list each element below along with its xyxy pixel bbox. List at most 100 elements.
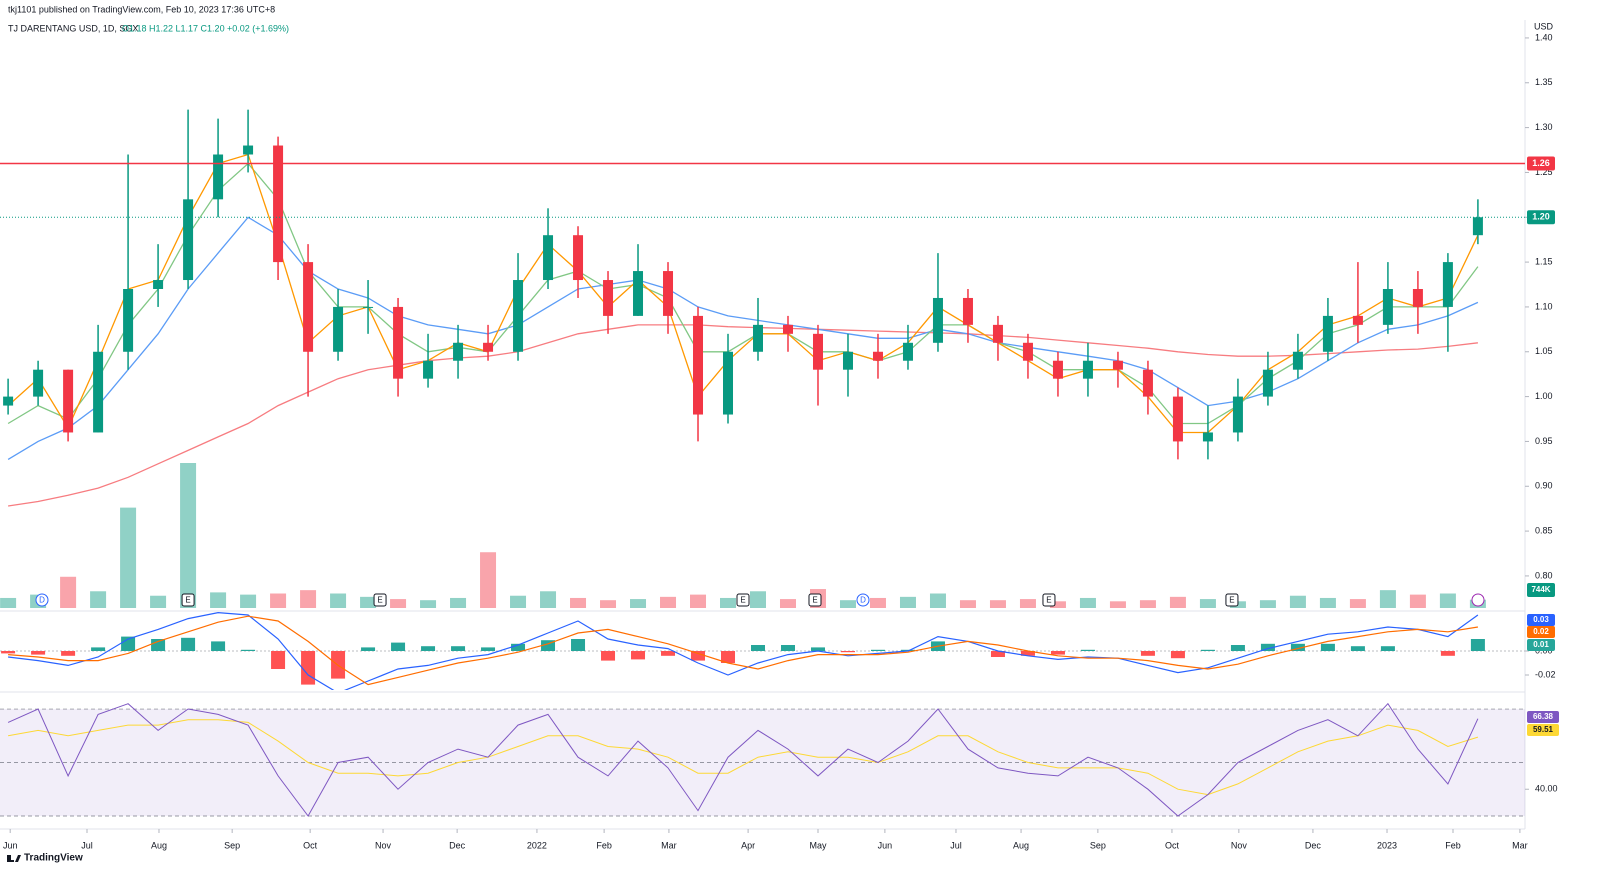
pane (0, 109, 1486, 608)
candle-body (393, 306, 404, 379)
event-marker (736, 593, 750, 607)
y-tick-label: 1.05 (1535, 346, 1553, 356)
macd-histogram-bar (241, 649, 256, 651)
y-tick-label: 1.15 (1535, 256, 1553, 266)
x-tick-label: Sep (1090, 840, 1106, 850)
volume-bar (270, 593, 287, 608)
macd-histogram-bar (1020, 651, 1035, 656)
macd-histogram-bar (391, 642, 406, 651)
x-tick-label: Aug (1013, 840, 1029, 850)
candle-body (1412, 288, 1423, 307)
macd-line (8, 612, 1479, 690)
candle-body (1022, 342, 1033, 361)
volume-bar (1409, 594, 1426, 608)
volume-bar (1349, 599, 1366, 608)
volume-bar (720, 597, 737, 608)
indicator-tag-label: 0.03 (1533, 615, 1549, 624)
macd-histogram-bar (1230, 645, 1245, 651)
x-tick-label: Feb (1445, 840, 1461, 850)
candle-body (573, 235, 584, 281)
candle-body (153, 280, 164, 289)
macd-histogram-bar (990, 651, 1005, 657)
candle-body (723, 351, 734, 415)
volume-bar (450, 597, 467, 608)
x-tick-label: May (809, 840, 827, 850)
macd-histogram-bar (1440, 651, 1455, 656)
candle-body (543, 235, 554, 281)
candle-body (333, 306, 344, 352)
volume-tag (1527, 583, 1555, 597)
event-marker (1225, 593, 1239, 607)
volume-bar (959, 600, 976, 608)
candle-body (1052, 360, 1063, 379)
y-tick-label: 40.00 (1535, 784, 1558, 794)
price-tag-label: 1.20 (1532, 212, 1550, 222)
candle-body (273, 145, 284, 263)
volume-bar (1019, 599, 1036, 608)
currency: USD (1534, 21, 1554, 31)
macd-histogram-bar (1290, 643, 1305, 651)
macd-histogram-bar (541, 640, 556, 651)
pane (0, 702, 1525, 817)
candle-body (902, 342, 913, 361)
x-tick-label: Sep (224, 840, 240, 850)
candle-body (1442, 262, 1453, 307)
candle-body (243, 145, 254, 155)
candle-body (663, 271, 674, 316)
logo-icon (7, 855, 21, 862)
macd-histogram-bar (1380, 646, 1395, 651)
macd-histogram-bar (751, 645, 766, 651)
event-label: E (812, 596, 817, 605)
candle-body (513, 280, 524, 352)
candle-body (453, 342, 464, 361)
candle-body (812, 333, 823, 370)
volume-bar (630, 599, 647, 608)
event-marker (373, 593, 387, 607)
macd-histogram-bar (661, 651, 676, 656)
volume-bar (1199, 599, 1216, 608)
x-tick-label: Nov (1231, 840, 1248, 850)
x-tick-label: Dec (1305, 840, 1322, 850)
macd-histogram-bar (631, 651, 646, 660)
macd-histogram-bar (1260, 643, 1275, 651)
candle-body (1352, 315, 1363, 325)
volume-bar (1169, 596, 1186, 608)
legend-symbol: TJ DARENTANG USD, 1D, SGX (8, 23, 138, 33)
signal-line (8, 615, 1478, 686)
pane (0, 612, 1525, 690)
macd-histogram-bar (511, 643, 526, 651)
candle-body (962, 297, 973, 325)
x-tick-label: Oct (303, 840, 318, 850)
candle-body (63, 369, 74, 433)
candle-body (842, 351, 853, 370)
volume-bar (929, 593, 946, 608)
volume-bar (150, 595, 167, 608)
volume-bar (600, 600, 617, 608)
volume-bar (90, 591, 107, 608)
indicator-tag (1527, 614, 1555, 626)
event-label: D (860, 596, 866, 605)
macd-histogram-bar (121, 636, 136, 651)
volume-bar (989, 600, 1006, 608)
indicator-tag (1527, 711, 1559, 723)
candle-body (33, 369, 44, 397)
volume-bar (60, 576, 77, 608)
volume-bar (839, 600, 856, 608)
candle-body (1112, 360, 1123, 370)
x-tick-label: Dec (449, 840, 466, 850)
legend-ohlc: O1.18 H1.22 L1.17 C1.20 (122, 23, 225, 33)
macd-histogram-bar (301, 651, 316, 685)
macd-histogram-bar (1350, 646, 1365, 651)
y-tick-label: 1.25 (1535, 167, 1553, 177)
x-tick-label: Oct (1165, 840, 1180, 850)
volume-bar (180, 463, 197, 608)
candle-body (603, 280, 614, 316)
volume-bar (540, 591, 557, 608)
candle-body (782, 324, 793, 334)
indicator-tag (1527, 639, 1555, 651)
event-label: E (185, 596, 190, 605)
y-tick-label: 0.80 (1535, 570, 1553, 580)
x-tick-label: Feb (596, 840, 612, 850)
event-label: E (377, 596, 382, 605)
candle-body (3, 396, 14, 406)
